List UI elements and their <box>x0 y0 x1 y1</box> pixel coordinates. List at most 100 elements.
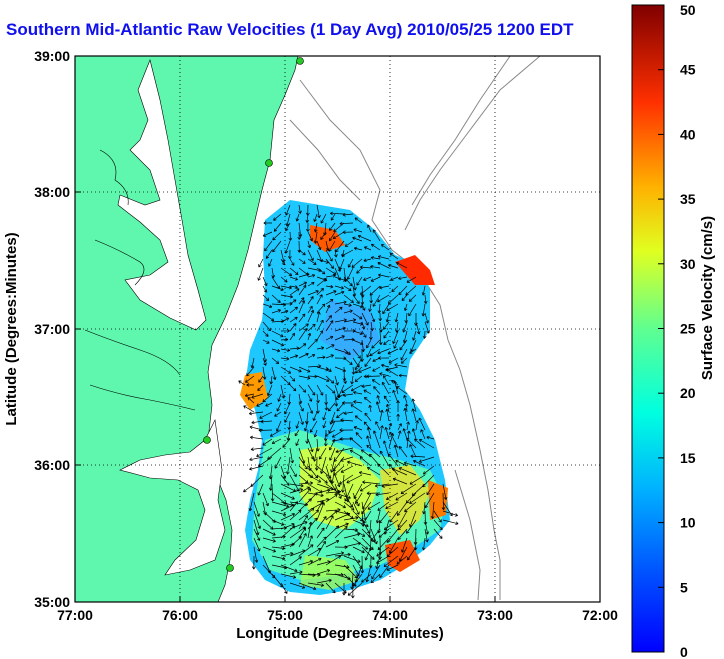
velocity-arrow <box>342 212 354 217</box>
velocity-arrow <box>383 519 399 531</box>
velocity-arrow <box>398 276 408 281</box>
velocity-arrow <box>325 284 334 289</box>
velocity-arrow <box>421 537 426 551</box>
velocity-arrow <box>343 532 361 539</box>
velocity-arrow <box>379 372 390 377</box>
velocity-arrow <box>280 525 296 539</box>
velocity-arrow <box>298 249 306 256</box>
x-tick-label: 75:00 <box>267 607 303 623</box>
velocity-arrow <box>262 285 267 293</box>
radar-stations <box>203 57 304 572</box>
velocity-arrow <box>262 339 270 344</box>
velocity-arrow <box>276 402 282 412</box>
velocity-arrow <box>343 541 361 548</box>
velocity-arrow <box>307 258 317 265</box>
velocity-arrow <box>397 423 402 431</box>
velocity-arrow <box>289 332 296 341</box>
velocity-arrow <box>289 285 298 289</box>
velocity-arrow <box>325 273 336 278</box>
velocity-arrow <box>325 508 341 512</box>
velocity-arrow <box>329 222 336 231</box>
velocity-arrow <box>394 312 399 323</box>
velocity-arrow <box>341 384 354 393</box>
velocity-arrow <box>370 256 381 260</box>
velocity-arrow <box>339 428 354 432</box>
velocity-arrow <box>245 375 255 383</box>
velocity-arrow <box>376 555 390 564</box>
velocity-arrow <box>409 492 426 504</box>
velocity-arrow <box>400 483 417 495</box>
velocity-arrow <box>405 285 417 296</box>
velocity-arrow <box>442 510 458 517</box>
velocity-arrow <box>325 304 331 314</box>
velocity-arrow <box>387 348 399 355</box>
velocity-arrow <box>332 231 345 240</box>
velocity-arrow <box>343 357 353 365</box>
velocity-arrow <box>307 557 322 566</box>
velocity-arrow <box>289 366 302 373</box>
velocity-arrow <box>406 276 417 283</box>
velocity-arrow <box>397 510 408 528</box>
velocity-arrow <box>358 366 372 373</box>
velocity-arrow <box>424 492 435 509</box>
velocity-arrow <box>280 551 294 557</box>
velocity-arrow <box>369 285 381 296</box>
velocity-arrow <box>298 343 307 350</box>
velocity-arrow <box>289 536 302 548</box>
velocity-arrow <box>408 294 417 302</box>
map-title: Southern Mid-Atlantic Raw Velocities (1 … <box>6 20 574 39</box>
velocity-arrow <box>352 330 363 335</box>
velocity-arrow <box>257 267 264 281</box>
velocity-arrow <box>353 400 363 404</box>
velocity-arrow <box>298 508 315 521</box>
velocity-arrow <box>346 267 354 280</box>
velocity-arrow <box>379 564 390 579</box>
velocity-arrow <box>324 429 336 437</box>
velocity-arrow <box>325 510 338 521</box>
velocity-arrow <box>271 294 281 303</box>
velocity-arrow <box>313 213 318 222</box>
velocity-arrow <box>313 429 318 438</box>
velocity-arrow <box>262 492 269 507</box>
velocity-arrow <box>339 221 354 226</box>
velocity-vectors <box>238 204 459 599</box>
velocity-arrow <box>289 483 304 488</box>
velocity-arrow <box>323 438 328 447</box>
velocity-arrow <box>275 420 282 432</box>
velocity-arrow <box>390 276 399 281</box>
velocity-arrow <box>396 501 408 516</box>
velocity-arrow <box>307 521 313 539</box>
velocity-arrow <box>352 492 360 507</box>
velocity-arrow <box>339 474 354 485</box>
velocity-arrow <box>350 582 355 599</box>
velocity-arrow <box>325 315 332 323</box>
velocity-arrow <box>316 474 328 484</box>
velocity-arrow <box>280 375 291 386</box>
velocity-arrow <box>364 412 372 422</box>
velocity-arrow <box>343 375 347 384</box>
velocity-arrow <box>280 276 288 283</box>
velocity-arrow <box>415 420 419 431</box>
velocity-arrow <box>398 285 408 296</box>
velocity-arrow <box>362 480 381 485</box>
velocity-arrow <box>316 240 322 251</box>
velocity-arrow <box>379 321 383 333</box>
velocity-arrow <box>343 516 359 521</box>
velocity-arrow <box>333 222 345 232</box>
velocity-arrow <box>307 353 316 359</box>
velocity-arrow <box>381 381 390 395</box>
velocity-arrow <box>307 309 315 323</box>
velocity-arrow <box>312 411 318 421</box>
velocity-arrow <box>363 389 372 395</box>
velocity-arrow <box>307 402 314 414</box>
velocity-arrow <box>343 276 353 287</box>
velocity-arrow <box>334 501 346 509</box>
velocity-arrow <box>295 420 300 429</box>
velocity-arrow <box>253 528 261 541</box>
velocity-arrow <box>280 348 291 352</box>
velocity-arrow <box>298 328 308 341</box>
velocity-arrow <box>280 337 289 342</box>
velocity-arrow <box>369 330 373 340</box>
velocity-arrow <box>403 394 408 404</box>
velocity-arrow <box>280 356 290 361</box>
